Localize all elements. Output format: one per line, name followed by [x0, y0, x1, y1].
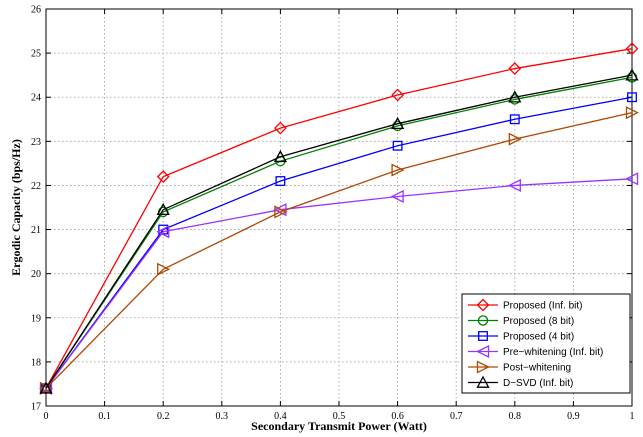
x-tick-label: 0.6 — [391, 411, 404, 422]
series-layer — [39, 42, 639, 395]
x-tick-label: 0.9 — [567, 411, 580, 422]
series-6 — [39, 68, 639, 394]
y-tick-label: 19 — [31, 313, 41, 324]
data-point — [508, 132, 522, 146]
series-line — [45, 96, 633, 389]
legend-entry: Proposed (8 bit) — [468, 315, 574, 327]
legend-marker — [478, 331, 488, 341]
y-tick-label: 20 — [31, 269, 41, 280]
legend-label: Proposed (8 bit) — [503, 316, 574, 327]
legend-entry: D−SVD (Inf. bit) — [468, 375, 573, 389]
legend-label: D−SVD (Inf. bit) — [503, 378, 573, 389]
y-tick-label: 23 — [31, 137, 41, 148]
data-point — [390, 189, 404, 204]
x-tick-label: 0.3 — [216, 411, 229, 422]
data-point — [273, 121, 287, 135]
legend: Proposed (Inf. bit) Proposed (8 bit) Propo… — [461, 293, 631, 394]
x-tick-label: 0.7 — [450, 411, 463, 422]
data-point — [625, 68, 639, 81]
legend-label: Post−whitening — [503, 363, 571, 374]
legend-marker — [476, 344, 490, 359]
x-tick-label: 0 — [44, 411, 49, 422]
data-point — [625, 106, 639, 120]
legend-label: Pre−whitening (Inf. bit) — [503, 347, 603, 358]
data-point — [274, 205, 288, 219]
series-line — [45, 178, 633, 389]
data-point — [392, 140, 403, 151]
data-point — [509, 114, 520, 125]
data-point — [627, 92, 637, 103]
legend-marker — [476, 298, 490, 312]
data-point — [391, 116, 405, 130]
series-5 — [39, 106, 639, 395]
data-point — [625, 172, 639, 186]
series-line — [45, 48, 633, 389]
data-point — [156, 225, 170, 239]
data-point — [508, 90, 522, 103]
legend-marker — [476, 360, 490, 374]
x-tick-label: 0.2 — [157, 411, 170, 422]
y-tick-label: 22 — [31, 181, 41, 192]
legend-box — [461, 293, 631, 394]
y-tick-label: 26 — [31, 5, 41, 16]
data-point — [157, 262, 171, 276]
series-line — [45, 74, 633, 389]
y-tick-label: 18 — [31, 357, 41, 368]
data-point — [391, 163, 405, 177]
ticks: 0 0.1 0.2 0.3 0.4 0.5 0.6 0.7 0.8 0.9 1 17 18 19 20 21 2… — [31, 5, 635, 423]
x-tick-label: 1 — [630, 411, 635, 422]
x-tick-label: 0.8 — [509, 411, 522, 422]
data-point — [508, 62, 522, 75]
legend-entry: Pre−whitening (Inf. bit) — [468, 344, 603, 359]
legend-marker — [477, 315, 489, 326]
series-line — [45, 112, 633, 389]
legend-entry: Proposed (4 bit) — [468, 331, 574, 343]
legend-entry: Post−whitening — [468, 360, 571, 374]
x-tick-label: 0.4 — [274, 411, 287, 422]
x-tick-label: 0.5 — [333, 411, 346, 422]
data-point — [156, 202, 170, 216]
legend-label: Proposed (Inf. bit) — [503, 301, 582, 312]
data-point — [625, 42, 639, 56]
y-tick-label: 25 — [31, 49, 41, 60]
data-point — [39, 381, 53, 394]
data-point — [275, 176, 286, 186]
y-tick-label: 24 — [31, 93, 41, 104]
y-tick-label: 17 — [31, 402, 41, 413]
legend-label: Proposed (4 bit) — [503, 332, 574, 343]
y-axis-label: Ergodic Capacity (bps/Hz) — [9, 139, 23, 276]
legend-marker — [476, 375, 490, 388]
y-tick-label: 21 — [31, 225, 41, 236]
data-point — [507, 178, 521, 192]
data-point — [156, 170, 170, 184]
series-line — [45, 76, 633, 389]
data-point — [391, 88, 405, 102]
legend-entry: Proposed (Inf. bit) — [468, 298, 582, 312]
x-tick-label: 0.1 — [98, 411, 111, 422]
x-axis-label: Secondary Transmit Power (Watt) — [251, 419, 427, 433]
data-point — [39, 381, 53, 395]
data-point — [273, 149, 287, 163]
